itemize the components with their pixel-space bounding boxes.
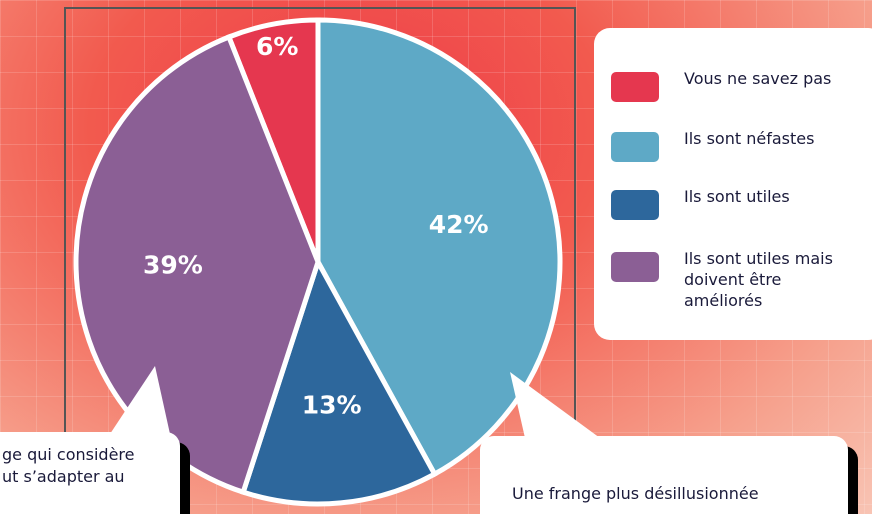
frame [64,7,576,514]
legend-swatch [611,190,659,220]
legend-label: Ils sont utiles mais doivent être amélio… [684,249,833,310]
speech-bubble: ge qui considère ut s’adapter au [0,432,180,514]
annotation: Une frange plus désillusionnée [512,484,759,503]
speech-bubble: Une frange plus désillusionnée [480,436,848,514]
value-label: 39% [143,251,203,280]
legend-swatch [611,72,659,102]
value-label: 6% [256,32,298,61]
legend-label: Vous ne savez pas [684,69,832,88]
value-label: 13% [302,391,362,420]
pie-slice [240,255,438,507]
pie-slice [315,17,563,478]
annotation: ge qui considère [2,445,135,464]
value-label: 42% [429,210,489,239]
legend-label: Ils sont utiles [684,187,790,206]
legend-label: Ils sont néfastes [684,129,815,148]
legend-swatch [611,132,659,162]
legend: Vous ne savez pas Ils sont néfastes Ils so… [594,28,872,340]
annotation: ut s’adapter au [2,467,125,486]
legend-swatch [611,252,659,282]
